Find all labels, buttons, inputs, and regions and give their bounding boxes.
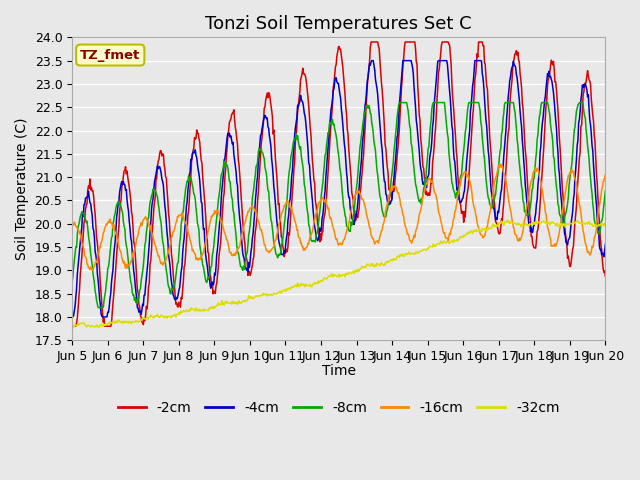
Y-axis label: Soil Temperature (C): Soil Temperature (C) [15,118,29,260]
-32cm [504,217,511,223]
-2cm [78,254,86,260]
-4cm [420,180,428,185]
-8cm [78,209,86,215]
-8cm [188,178,195,184]
-16cm [420,191,428,197]
-8cm [134,301,141,307]
-8cm [94,305,102,311]
-16cm [404,231,412,237]
Line: -2cm: -2cm [72,42,605,326]
-16cm [88,267,96,273]
-16cm [497,161,505,167]
-32cm [68,324,76,330]
-8cm [405,115,413,120]
Line: -32cm: -32cm [72,220,605,328]
-4cm [404,58,412,63]
-4cm [78,225,86,230]
-2cm [420,166,428,171]
-32cm [79,321,86,326]
Line: -16cm: -16cm [72,164,605,270]
-32cm [69,325,77,331]
Line: -8cm: -8cm [72,103,605,308]
-16cm [216,215,223,220]
Text: TZ_fmet: TZ_fmet [80,48,140,61]
-8cm [602,188,609,193]
-32cm [602,220,609,226]
-4cm [215,227,223,233]
-2cm [602,274,609,279]
-16cm [188,242,195,248]
Legend: -2cm, -4cm, -8cm, -16cm, -32cm: -2cm, -4cm, -8cm, -16cm, -32cm [113,396,565,421]
-16cm [78,241,86,247]
Line: -4cm: -4cm [72,60,605,317]
-2cm [187,175,195,180]
-16cm [134,234,141,240]
-2cm [404,39,412,45]
-8cm [396,100,404,106]
-2cm [68,324,76,329]
-8cm [420,183,428,189]
-32cm [188,305,195,311]
-4cm [187,156,195,162]
X-axis label: Time: Time [322,364,356,378]
-8cm [216,187,223,193]
-8cm [68,278,76,284]
-32cm [134,319,141,325]
-32cm [420,246,428,252]
-4cm [133,296,141,302]
Title: Tonzi Soil Temperatures Set C: Tonzi Soil Temperatures Set C [205,15,472,33]
-16cm [602,172,609,178]
-4cm [368,58,376,63]
-2cm [133,276,141,282]
-32cm [216,302,223,308]
-16cm [68,223,76,229]
-2cm [215,253,223,259]
-32cm [404,251,412,257]
-2cm [367,39,375,45]
-4cm [68,314,76,320]
-4cm [602,241,609,247]
